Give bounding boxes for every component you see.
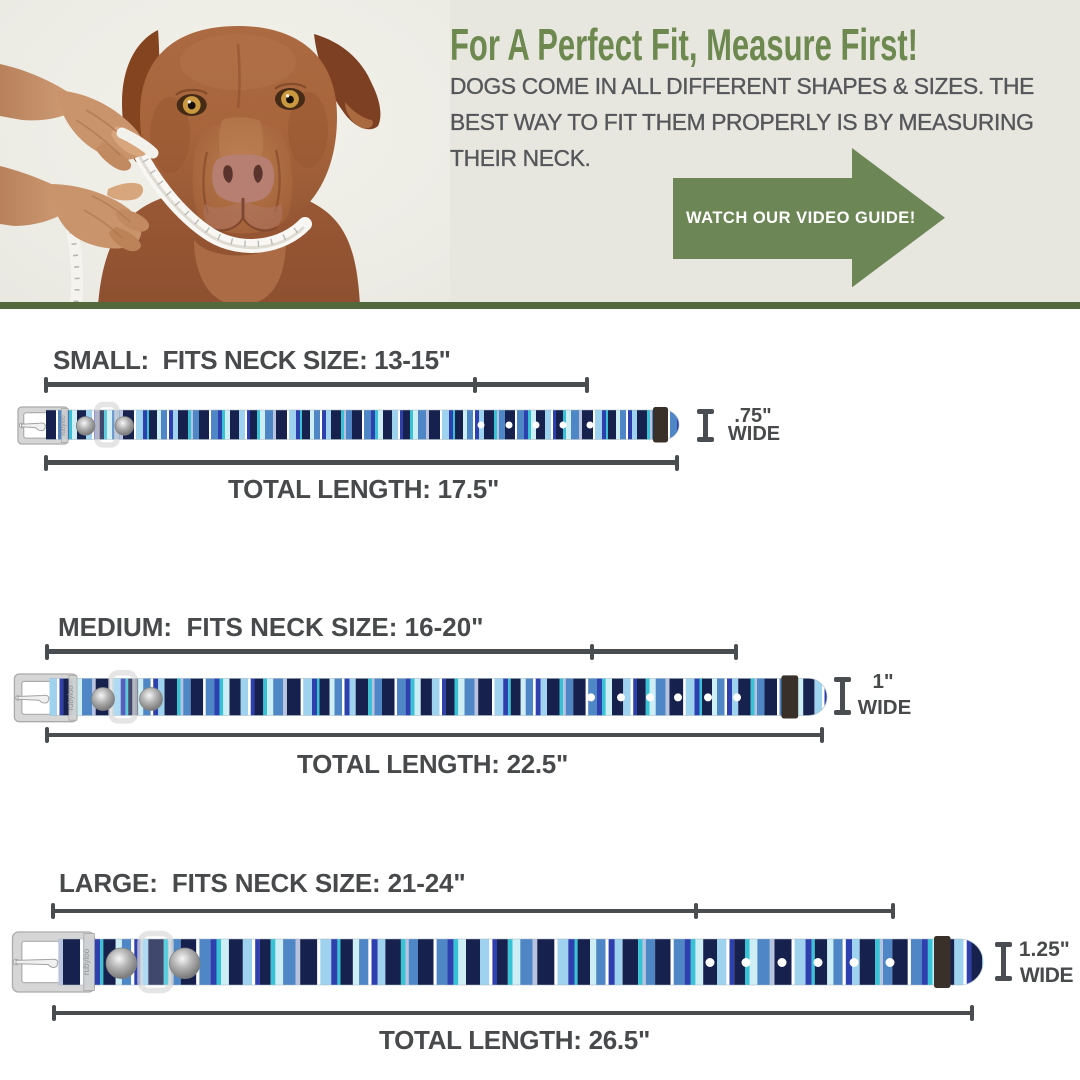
svg-text:rubyloo: rubyloo: [82, 948, 91, 975]
svg-text:rubyloo: rubyloo: [60, 415, 67, 436]
svg-text:rubyloo: rubyloo: [66, 685, 75, 710]
